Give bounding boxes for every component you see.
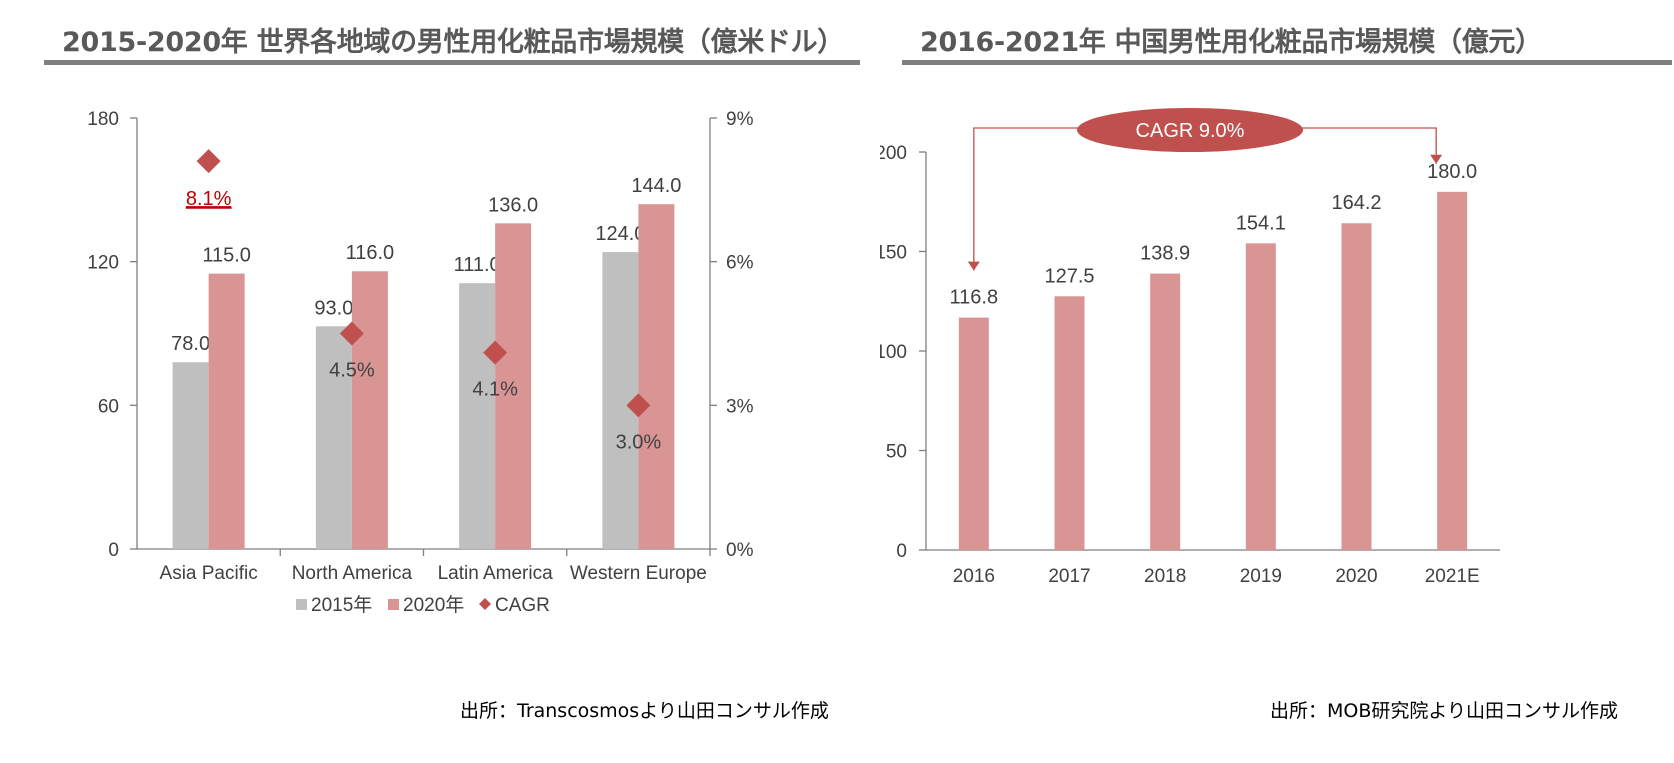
bar-value-label: 116.8 xyxy=(950,287,999,309)
cagr-marker xyxy=(483,340,508,365)
bar xyxy=(1341,223,1372,550)
right-y-tick-label: 6% xyxy=(726,253,754,274)
right-y-tick-label: 100 xyxy=(880,342,907,363)
bar-value-label: 180.0 xyxy=(1427,161,1477,183)
cagr-label: 4.1% xyxy=(472,379,518,401)
bar-value-label: 144.0 xyxy=(631,175,681,197)
cagr-marker xyxy=(196,149,221,174)
x-category-label: Latin America xyxy=(438,563,554,584)
cagr-label: 8.1% xyxy=(186,188,232,210)
bar-2020 xyxy=(208,273,245,549)
right-y-tick-label: 200 xyxy=(880,143,907,164)
bar-value-label: 136.0 xyxy=(488,194,538,216)
right-y-tick-label: 150 xyxy=(880,243,907,264)
right-title-rule xyxy=(902,60,1672,65)
right-source-note: 出所：MOB研究院より山田コンサル作成 xyxy=(1270,700,1619,722)
bar-2020 xyxy=(638,204,675,549)
bar-value-label: 154.1 xyxy=(1236,212,1286,234)
x-category-label: 2016 xyxy=(953,566,995,587)
bar-2020 xyxy=(495,223,532,549)
bar-value-label: 124.0 xyxy=(595,223,645,245)
left-y-tick-label: 60 xyxy=(98,396,119,417)
left-y-tick-label: 180 xyxy=(87,109,119,130)
x-category-label: 2017 xyxy=(1048,566,1090,587)
x-category-label: North America xyxy=(292,563,413,584)
left-y-tick-label: 0 xyxy=(108,540,119,561)
x-category-label: 2018 xyxy=(1144,566,1186,587)
cagr-callout-ellipse xyxy=(1077,108,1303,152)
right-y-tick-label: 0 xyxy=(896,541,907,562)
legend-swatch-2015 xyxy=(296,599,307,610)
cagr-marker xyxy=(339,321,364,346)
bar-value-label: 78.0 xyxy=(171,333,210,355)
legend-swatch-2020 xyxy=(388,599,399,610)
bar xyxy=(958,317,989,550)
left-source-note: 出所：Transcosmosより山田コンサル作成 xyxy=(460,700,829,722)
x-category-label: Asia Pacific xyxy=(160,563,258,584)
bar xyxy=(1150,273,1181,550)
left-bar-chart: 0 60 120 180 0% 3% 6% 9% Asia Pacific 78.0 115.0 8.… xyxy=(87,109,754,616)
cagr-arrow-start xyxy=(967,261,980,271)
cagr-arrow-end xyxy=(1430,154,1443,164)
bar-value-label: 164.2 xyxy=(1331,192,1381,214)
bar-2015 xyxy=(315,326,352,549)
legend-label: 2015年 xyxy=(311,594,372,616)
bar xyxy=(1054,296,1085,550)
cagr-label: 3.0% xyxy=(616,431,662,453)
x-category-label: 2020 xyxy=(1335,566,1377,587)
left-title-rule xyxy=(44,60,860,65)
left-chart-panel: 2015-2020年 世界各地域の男性用化粧品市場規模（億米ドル） 0 60 120… xyxy=(44,27,860,722)
bar-2020 xyxy=(351,271,388,549)
cagr-label: 4.5% xyxy=(329,360,375,382)
right-y-tick-label: 0% xyxy=(726,540,754,561)
legend-swatch-cagr xyxy=(479,598,491,610)
bar-value-label: 93.0 xyxy=(314,297,353,319)
right-y-tick-label: 3% xyxy=(726,396,754,417)
bar-2015 xyxy=(459,283,496,549)
x-category-label: 2019 xyxy=(1240,566,1282,587)
legend-label: 2020年 xyxy=(403,594,464,616)
right-y-tick-label: 50 xyxy=(886,442,907,463)
cagr-callout-text: CAGR 9.0% xyxy=(1136,120,1245,142)
bar xyxy=(1437,191,1468,551)
bar-value-label: 115.0 xyxy=(202,245,251,267)
left-y-tick-label: 120 xyxy=(87,253,119,274)
right-bar-chart: 0 50 100 150 200 116.8 2016 127.5 2017 138.9 2018 1… xyxy=(880,108,1500,587)
x-category-label: Western Europe xyxy=(570,563,707,584)
bar xyxy=(1245,243,1276,550)
left-chart-title: 2015-2020年 世界各地域の男性用化粧品市場規模（億米ドル） xyxy=(62,27,844,58)
right-chart-title: 2016-2021年 中国男性用化粧品市場規模（億元） xyxy=(920,27,1542,58)
right-y-tick-label: 9% xyxy=(726,109,754,130)
bar-value-label: 127.5 xyxy=(1044,265,1094,287)
legend-label: CAGR xyxy=(495,595,550,616)
cagr-marker xyxy=(626,393,651,418)
bar-value-label: 116.0 xyxy=(346,242,395,264)
bar-value-label: 138.9 xyxy=(1140,243,1190,265)
bar-2015 xyxy=(172,362,209,549)
x-category-label: 2021E xyxy=(1425,566,1480,587)
bar-value-label: 111.0 xyxy=(454,254,501,276)
right-chart-panel: 2016-2021年 中国男性用化粧品市場規模（億元） 0 50 100 150 200… xyxy=(880,0,1674,763)
